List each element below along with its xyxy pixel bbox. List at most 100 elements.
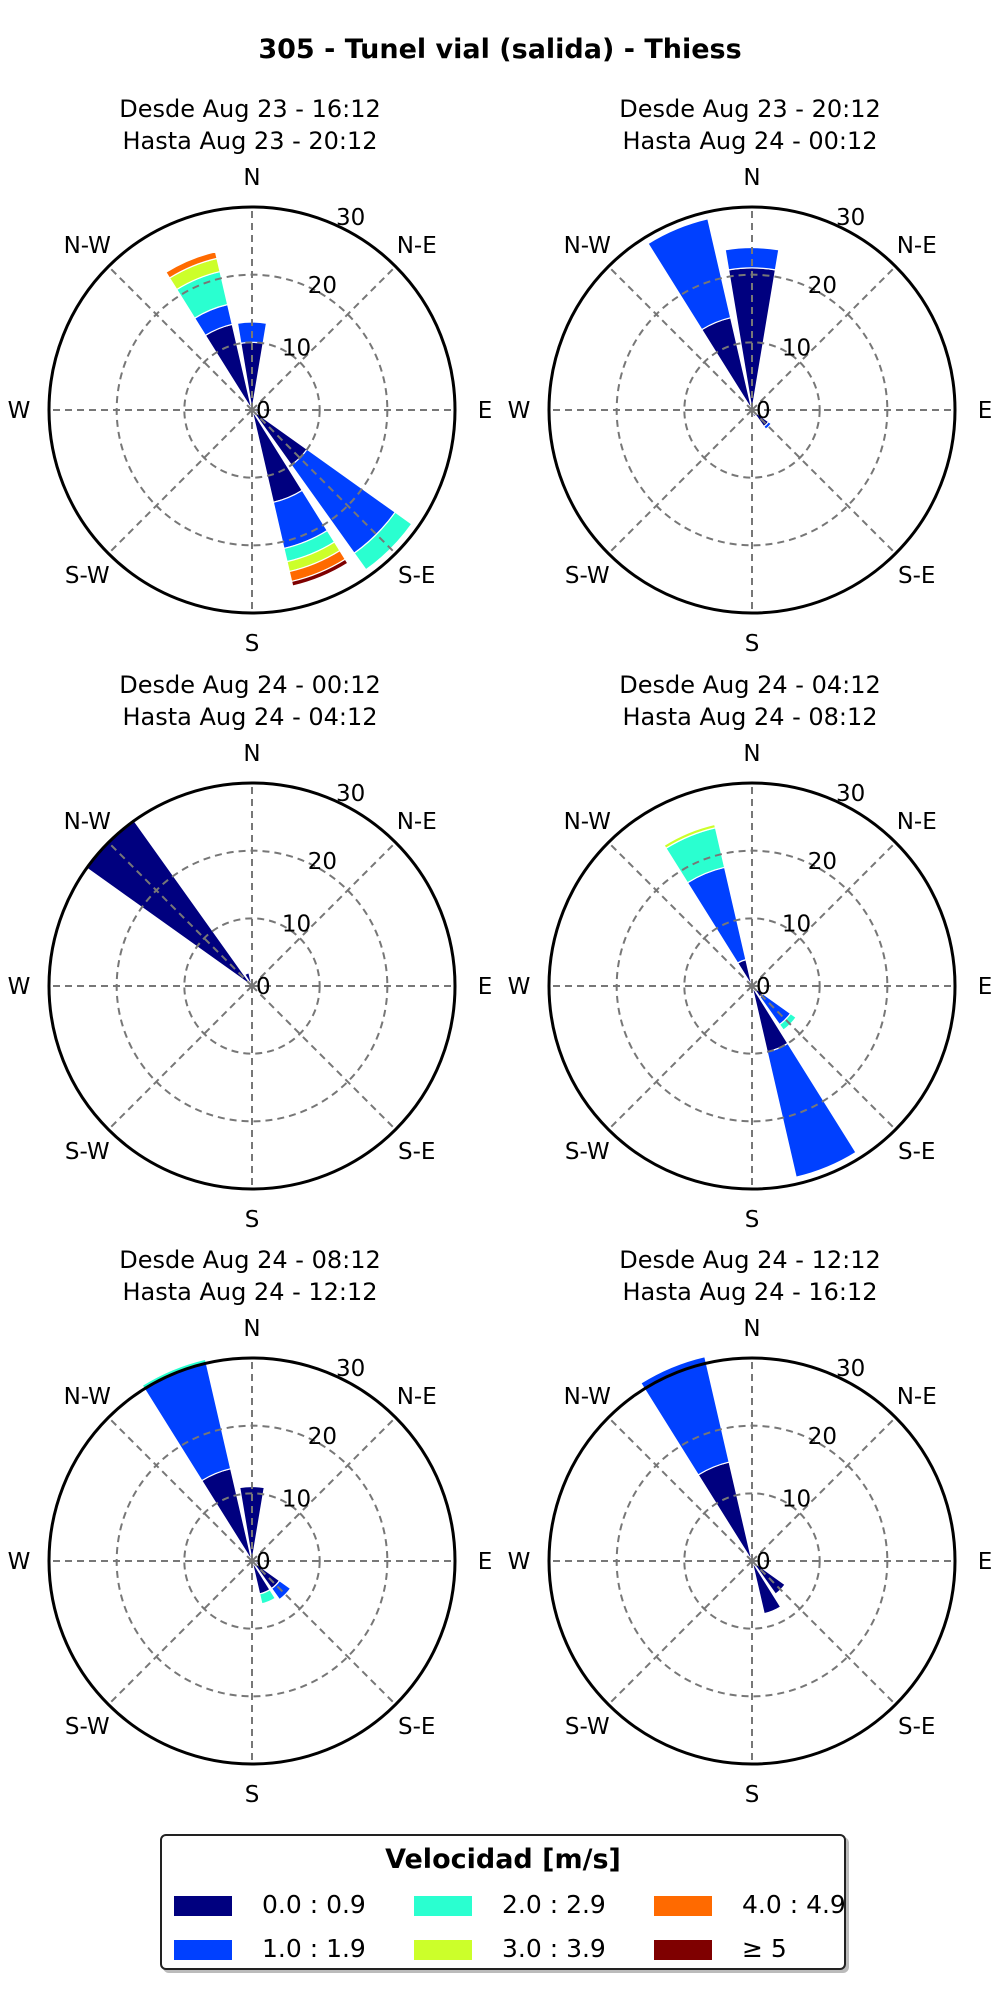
radial-tick-label: 20 bbox=[808, 273, 837, 299]
direction-label: E bbox=[478, 1549, 493, 1575]
direction-label: E bbox=[978, 974, 993, 1000]
wind-rose-plot: 0 10 20 30 N N-E E S-E S S-W W N-W bbox=[8, 165, 493, 657]
direction-label: N-E bbox=[897, 233, 937, 259]
direction-label: S-W bbox=[65, 1714, 110, 1740]
radial-tick-label: 0 bbox=[256, 1549, 271, 1575]
wind-rose-plot: 0 10 20 30 N N-E E S-E S S-W W N-W bbox=[508, 741, 993, 1233]
wind-rose-plot: 0 10 20 30 N N-E E S-E S S-W W N-W bbox=[508, 165, 993, 657]
angular-gridline bbox=[607, 1416, 753, 1562]
wind-sector-bar bbox=[751, 1560, 782, 1615]
wind-sector-bar bbox=[647, 218, 732, 331]
wind-sector-bar bbox=[762, 420, 773, 431]
wind-rose-plot: 0 10 20 30 N N-E E S-E S S-W W N-W bbox=[8, 1316, 493, 1808]
radial-tick-label: 10 bbox=[282, 1486, 311, 1512]
radial-tick-label: 20 bbox=[308, 849, 337, 875]
angular-gridline bbox=[107, 985, 253, 1131]
direction-label: N bbox=[743, 1316, 760, 1342]
direction-label: N-W bbox=[564, 233, 611, 259]
wind-rose-bars bbox=[663, 823, 857, 1178]
radial-gridline bbox=[683, 1492, 821, 1630]
direction-label: S-W bbox=[65, 1139, 110, 1165]
direction-label: S-E bbox=[398, 563, 435, 589]
panel-subtitle-from: Desde Aug 24 - 08:12 bbox=[119, 1246, 381, 1274]
wind-sector-bar bbox=[165, 251, 218, 279]
polar-frame bbox=[47, 205, 457, 615]
panel-subtitle-to: Hasta Aug 24 - 12:12 bbox=[122, 1278, 378, 1306]
angular-gridline bbox=[251, 1560, 397, 1706]
direction-label: E bbox=[478, 974, 493, 1000]
radial-tick-label: 20 bbox=[808, 1424, 837, 1450]
wind-rose-panel: Desde Aug 24 - 08:12 Hasta Aug 24 - 12:1… bbox=[0, 1239, 500, 1814]
legend-label: ≥ 5 bbox=[742, 1934, 787, 1963]
direction-label: N-E bbox=[397, 809, 437, 835]
direction-label: E bbox=[978, 398, 993, 424]
angular-gridline bbox=[751, 1560, 897, 1706]
radial-tick-label: 20 bbox=[808, 849, 837, 875]
direction-label: W bbox=[508, 974, 531, 1000]
radial-tick-label: 0 bbox=[756, 974, 771, 1000]
radial-tick-label: 0 bbox=[756, 1549, 771, 1575]
direction-label: S-W bbox=[565, 563, 610, 589]
direction-label: S-W bbox=[65, 563, 110, 589]
legend-swatch bbox=[414, 1940, 472, 1960]
wind-sector-bar bbox=[255, 404, 262, 410]
direction-label: N-E bbox=[397, 1384, 437, 1410]
direction-label: N-W bbox=[564, 1384, 611, 1410]
wind-sector-bar bbox=[640, 1355, 730, 1476]
wind-sector-bar bbox=[724, 246, 780, 271]
wind-rose-panel: Desde Aug 24 - 12:12 Hasta Aug 24 - 16:1… bbox=[500, 1239, 1000, 1814]
panel-subtitle-to: Hasta Aug 23 - 20:12 bbox=[122, 127, 378, 155]
wind-rose-panel: Desde Aug 24 - 04:12 Hasta Aug 24 - 08:1… bbox=[500, 664, 1000, 1239]
radial-tick-label: 30 bbox=[836, 1356, 865, 1382]
legend-label: 1.0 : 1.9 bbox=[262, 1934, 366, 1963]
direction-label: N bbox=[243, 1316, 260, 1342]
angular-gridline bbox=[607, 985, 753, 1131]
wind-rose-panel: Desde Aug 23 - 20:12 Hasta Aug 24 - 00:1… bbox=[500, 88, 1000, 663]
angular-gridline bbox=[251, 841, 397, 987]
direction-label: S bbox=[745, 1782, 760, 1808]
wind-rose-bars bbox=[640, 1355, 786, 1615]
angular-gridline bbox=[607, 409, 753, 555]
direction-label: N bbox=[243, 741, 260, 767]
legend-swatch bbox=[654, 1896, 712, 1916]
wind-rose-plot: 0 10 20 30 N N-E E S-E S S-W W N-W bbox=[508, 1316, 993, 1808]
wind-rose-panel: Desde Aug 23 - 16:12 Hasta Aug 23 - 20:1… bbox=[0, 88, 500, 663]
direction-label: W bbox=[8, 398, 31, 424]
direction-label: S-E bbox=[898, 1139, 935, 1165]
angular-gridline bbox=[107, 409, 253, 555]
direction-label: N-W bbox=[64, 1384, 111, 1410]
direction-label: N-E bbox=[897, 809, 937, 835]
angular-gridline bbox=[107, 265, 253, 411]
polar-frame bbox=[547, 1356, 957, 1766]
angular-gridline bbox=[251, 985, 397, 1131]
panel-subtitle-from: Desde Aug 24 - 04:12 bbox=[619, 671, 881, 699]
direction-label: N bbox=[743, 741, 760, 767]
radial-tick-label: 20 bbox=[308, 273, 337, 299]
direction-label: S bbox=[245, 1782, 260, 1808]
wind-sector-bar bbox=[766, 1042, 857, 1178]
angular-gridline bbox=[607, 265, 753, 411]
direction-label: N-E bbox=[397, 233, 437, 259]
wind-rose-bars bbox=[165, 251, 413, 587]
angular-gridline bbox=[107, 1560, 253, 1706]
radial-tick-label: 10 bbox=[782, 1486, 811, 1512]
direction-label: N-W bbox=[64, 809, 111, 835]
angular-gridline bbox=[251, 265, 397, 411]
wind-sector-bar bbox=[258, 1588, 277, 1605]
panel-subtitle-to: Hasta Aug 24 - 00:12 bbox=[622, 127, 878, 155]
legend-label: 3.0 : 3.9 bbox=[502, 1934, 606, 1963]
wind-sector-bar bbox=[663, 823, 717, 850]
radial-gridline bbox=[683, 341, 821, 479]
angular-gridline bbox=[751, 985, 897, 1131]
wind-rose-panel: Desde Aug 24 - 00:12 Hasta Aug 24 - 04:1… bbox=[0, 664, 500, 1239]
direction-label: N bbox=[743, 165, 760, 191]
legend-label: 2.0 : 2.9 bbox=[502, 1890, 606, 1919]
angular-gridline bbox=[751, 409, 897, 555]
radial-tick-label: 20 bbox=[308, 1424, 337, 1450]
panel-subtitle-to: Hasta Aug 24 - 16:12 bbox=[622, 1278, 878, 1306]
direction-label: S bbox=[245, 1207, 260, 1233]
direction-label: W bbox=[8, 1549, 31, 1575]
direction-label: S-W bbox=[565, 1714, 610, 1740]
wind-sector-bar bbox=[290, 558, 349, 587]
angular-gridline bbox=[607, 841, 753, 987]
